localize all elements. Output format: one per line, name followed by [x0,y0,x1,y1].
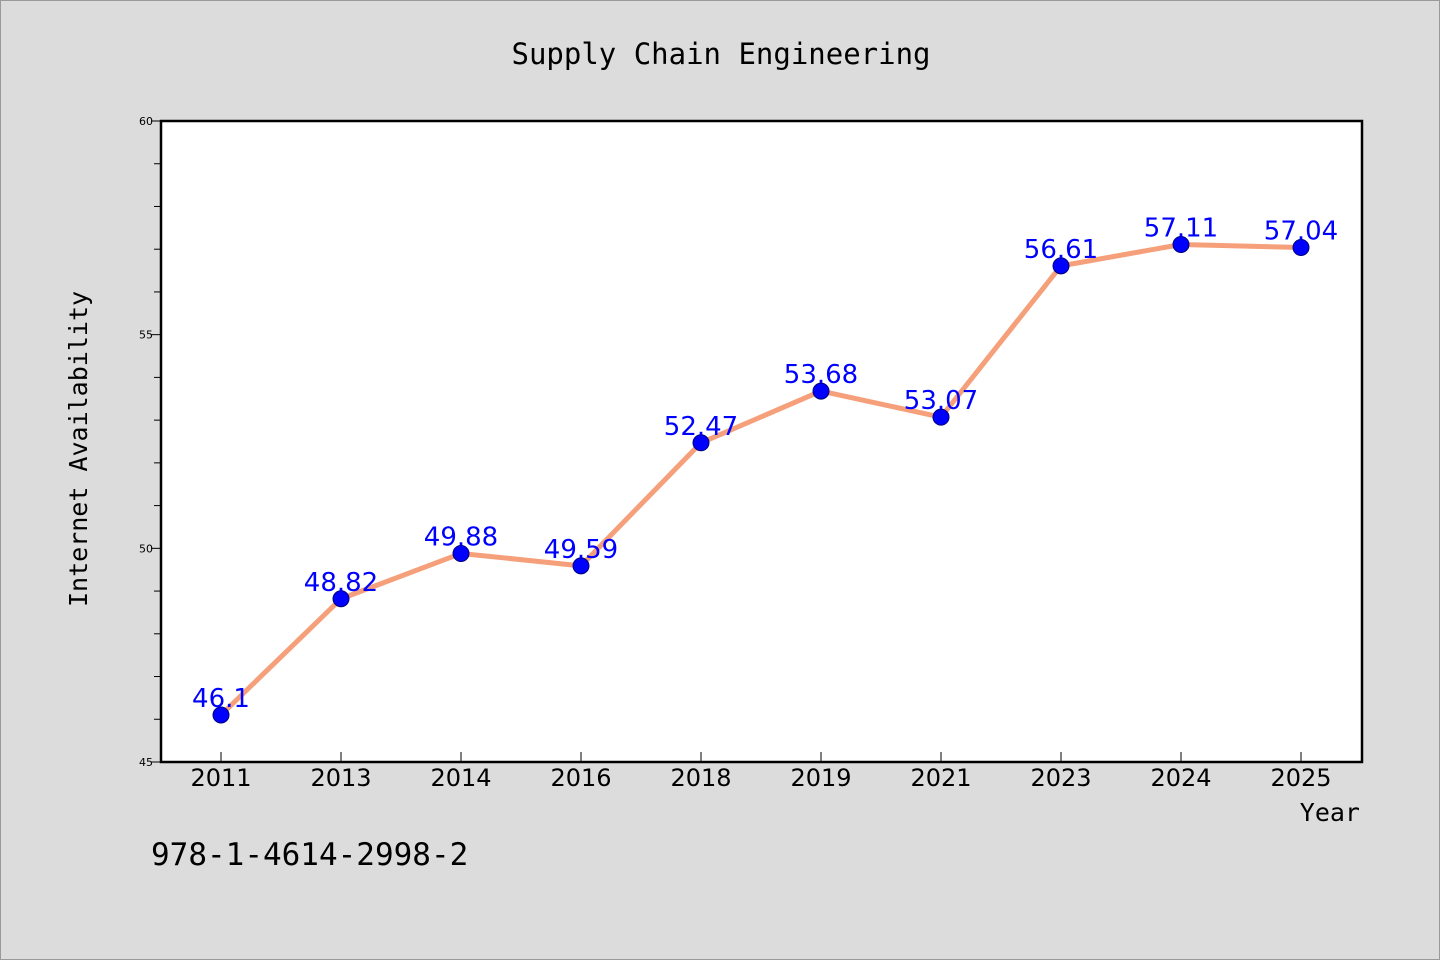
y-tick-label: 55 [139,329,153,342]
data-point [812,382,830,400]
x-tick-label: 2023 [1030,764,1091,792]
plot-area [159,119,1364,764]
y-tick-label: 50 [139,542,153,555]
x-tick-label: 2025 [1270,764,1331,792]
y-tick-label: 45 [139,756,153,769]
data-point [1172,235,1190,253]
x-tick-label: 2019 [790,764,851,792]
data-labels: 46.1 48.82 49.88 49.59 52.47 53.68 53.07 56.61 5… [192,213,1338,713]
x-tick-label: 2024 [1150,764,1211,792]
x-tick-label: 2018 [670,764,731,792]
data-point [1292,238,1310,256]
chart-title: Supply Chain Engineering [511,37,930,71]
data-label: 57.04 [1264,216,1338,246]
footer-text: 978-1-4614-2998-2 [151,837,468,873]
data-point [452,544,470,562]
series-line [218,241,1304,718]
x-tick-label: 2016 [550,764,611,792]
data-label: 56.61 [1024,235,1098,265]
data-label: 53.07 [904,386,978,416]
x-tick-label: 2013 [310,764,371,792]
x-axis: 2011 2013 2014 2016 2018 2019 2021 2023 2024 2025 [190,752,1332,792]
data-label: 46.1 [192,684,250,714]
data-label: 49.59 [544,535,618,565]
y-axis-label: Internet Availability [64,291,93,607]
data-point [332,590,350,608]
data-point [212,706,230,724]
data-label: 52.47 [664,412,738,442]
data-point [692,434,710,452]
data-point [1052,257,1070,275]
data-label: 48.82 [304,568,378,598]
y-axis: 45 50 55 60 [139,115,161,769]
data-label: 53.68 [784,360,858,390]
x-tick-label: 2021 [910,764,971,792]
x-tick-label: 2011 [190,764,251,792]
data-label: 49.88 [424,522,498,552]
x-tick-label: 2014 [430,764,491,792]
x-axis-label: Year [1300,798,1360,827]
data-point [572,557,590,575]
y-tick-label: 60 [139,115,153,128]
series-markers [212,235,1310,724]
data-label: 57.11 [1144,213,1218,243]
data-point [932,408,950,426]
